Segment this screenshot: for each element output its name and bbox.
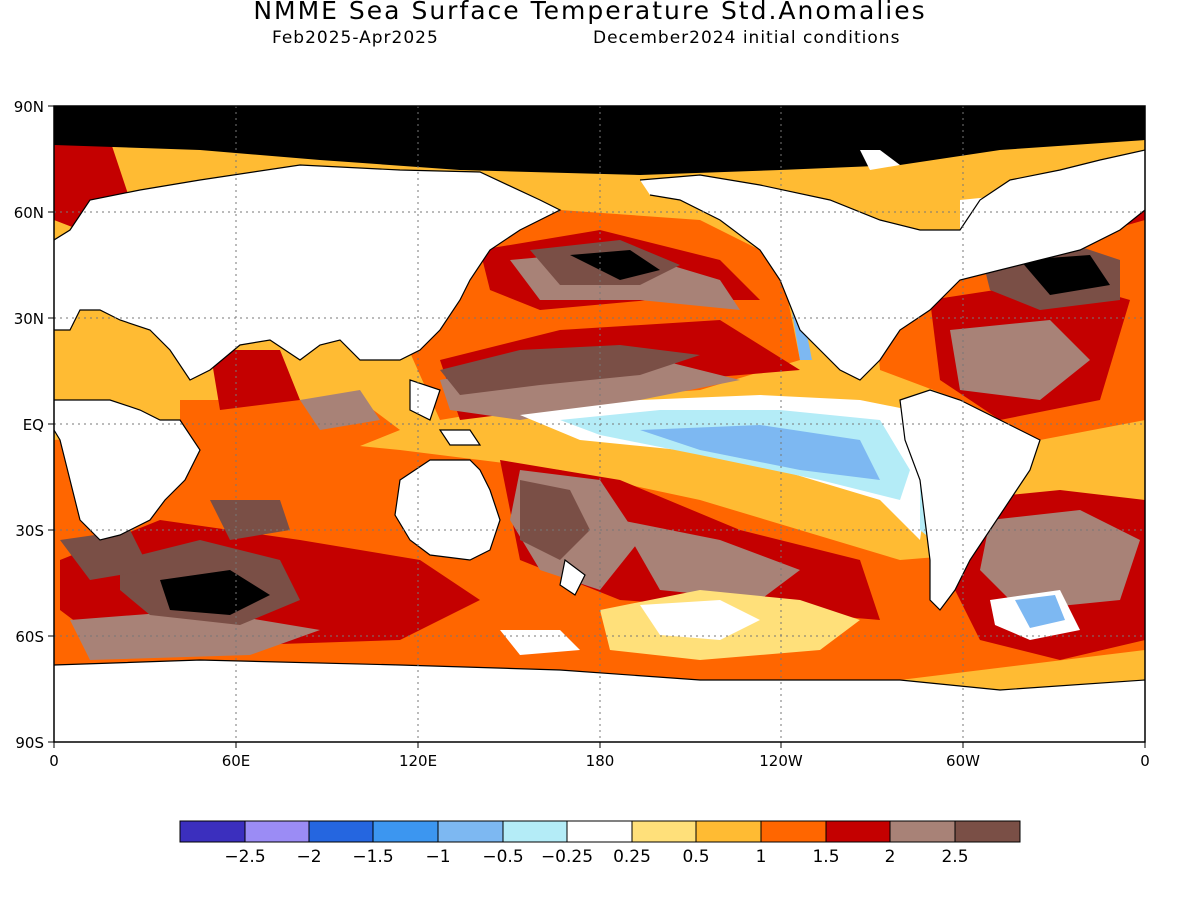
lat-label: 90S (15, 734, 44, 752)
lat-labels: 90N 60N 30N EQ 30S 60S 90S (14, 98, 44, 752)
colorbar-swatch (372, 820, 439, 843)
land-polygon (54, 400, 200, 540)
colorbar-label: 0.5 (682, 847, 709, 867)
lon-label: 0 (49, 752, 59, 770)
coastline (409, 379, 441, 421)
coastline (54, 399, 201, 541)
colorbar-swatch (244, 820, 310, 843)
anomaly-region (70, 610, 320, 660)
colorbar-label: −0.5 (482, 847, 523, 867)
lon-label: 60E (222, 752, 251, 770)
colorbar-swatch (954, 820, 1021, 843)
map-field (54, 106, 1145, 742)
colorbar-label: −1.5 (352, 847, 393, 867)
map-title: NMME Sea Surface Temperature Std.Anomali… (253, 0, 927, 25)
initial-conditions: December2024 initial conditions (593, 28, 901, 48)
lat-label: 30N (14, 310, 44, 328)
anomaly-region (950, 320, 1090, 400)
land-polygon (395, 460, 500, 560)
anomaly-region (980, 510, 1140, 610)
land-polygon (410, 380, 440, 420)
colorbar-label: 1.5 (812, 847, 839, 867)
colorbar-swatch (566, 820, 633, 843)
colorbar-label: −1 (425, 847, 450, 867)
anomaly-region (300, 390, 380, 430)
anomaly-region (160, 570, 270, 615)
lat-ticks (48, 105, 54, 743)
lon-label: 120W (759, 752, 803, 770)
anomaly-region (210, 350, 300, 410)
colorbar-label: −0.25 (541, 847, 593, 867)
coastlines (54, 149, 1145, 691)
graticule (54, 106, 1145, 742)
lon-ticks (53, 742, 1146, 748)
colorbar-swatch (631, 820, 697, 843)
colorbar: −2.5 −2 −1.5 −1 −0.5 −0.25 0.25 0.5 1 1.… (179, 820, 1021, 867)
anomaly-region (1020, 255, 1110, 295)
coastline (559, 558, 586, 596)
land-polygon (900, 390, 1040, 610)
anomaly-region (520, 480, 590, 560)
colorbar-label: 1 (756, 847, 767, 867)
colorbar-label: −2.5 (224, 847, 265, 867)
anomaly-region (640, 600, 760, 640)
lat-label: 90N (14, 98, 44, 116)
land-polygon (440, 430, 480, 445)
anomaly-region (1015, 595, 1065, 628)
land-polygon (640, 150, 1145, 380)
colorbar-label: −2 (296, 847, 321, 867)
colorbar-swatch (502, 820, 568, 843)
colorbar-label: 0.25 (613, 847, 651, 867)
lat-label: 30S (15, 522, 44, 540)
lat-label: EQ (23, 416, 44, 434)
colorbar-swatch (179, 820, 246, 843)
anomaly-region (640, 425, 880, 480)
land-polygon (860, 150, 900, 170)
colorbar-swatch (437, 820, 504, 843)
coastline (649, 194, 1145, 381)
colorbar-label: 2 (885, 847, 896, 867)
lon-labels: 0 60E 120E 180 120W 60W 0 (49, 752, 1150, 770)
lat-label: 60S (15, 628, 44, 646)
coastline (639, 149, 1145, 231)
coastline (54, 659, 1145, 691)
lon-label: 180 (586, 752, 615, 770)
anomaly-region (570, 250, 660, 280)
colorbar-swatch (308, 820, 374, 843)
anomaly-region (60, 530, 150, 580)
anomaly-region (440, 345, 700, 395)
coastline (54, 164, 562, 381)
lat-label: 60N (14, 204, 44, 222)
forecast-period: Feb2025-Apr2025 (272, 28, 439, 48)
lon-label: 60W (946, 752, 980, 770)
anomaly-region (620, 520, 800, 600)
coastline (899, 389, 1041, 611)
lon-label: 120E (399, 752, 437, 770)
colorbar-swatch (695, 820, 762, 843)
coastline (438, 429, 482, 446)
land-polygon (54, 165, 560, 380)
coastline (394, 459, 501, 561)
colorbar-swatch (760, 820, 827, 843)
lon-label: 0 (1140, 752, 1150, 770)
colorbar-swatch (889, 820, 956, 843)
colorbar-swatch (825, 820, 891, 843)
colorbar-label: 2.5 (941, 847, 968, 867)
